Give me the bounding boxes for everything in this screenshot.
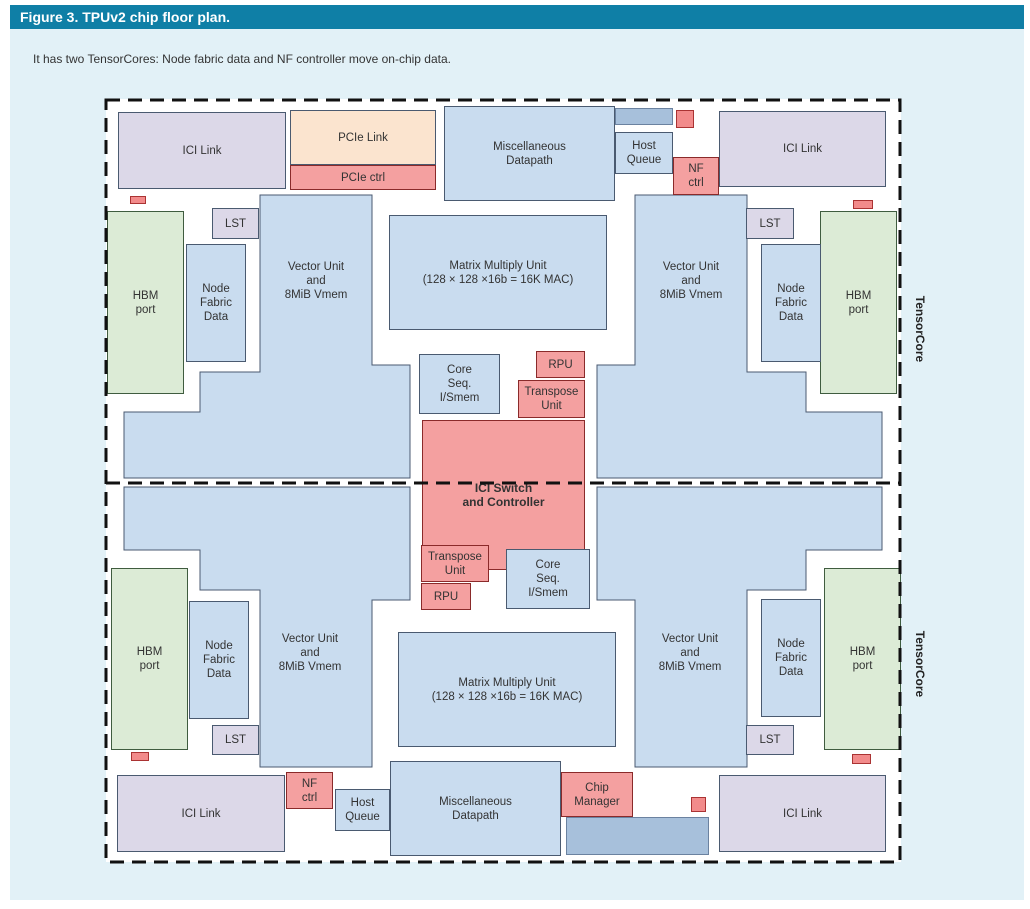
rpu-bottom: RPU (421, 583, 471, 610)
small-block (853, 200, 873, 209)
misc-datapath-bottom: Miscellaneous Datapath (390, 761, 561, 856)
vector-unit-bottom-left: Vector Unit and 8MiB Vmem (278, 633, 342, 673)
node-fabric-data-top-right: Node Fabric Data (761, 244, 821, 362)
lst-bottom-left: LST (212, 725, 259, 755)
nf-ctrl-bottom: NF ctrl (286, 772, 333, 809)
host-queue-top: Host Queue (615, 132, 673, 174)
steel-block-top (615, 108, 673, 125)
core-seq-bottom: Core Seq. I/Smem (506, 549, 590, 609)
vector-unit-bottom-right: Vector Unit and 8MiB Vmem (658, 633, 722, 673)
lst-top-left: LST (212, 208, 259, 239)
ici-link-top-left: ICI Link (118, 112, 286, 189)
figure-caption: It has two TensorCores: Node fabric data… (33, 52, 451, 66)
host-queue-bottom: Host Queue (335, 789, 390, 831)
misc-datapath-top: Miscellaneous Datapath (444, 106, 615, 201)
pcie-link: PCIe Link (290, 110, 436, 165)
matrix-multiply-unit-top: Matrix Multiply Unit (128 × 128 ×16b = 1… (389, 215, 607, 330)
hbm-port-bottom-left: HBM port (111, 568, 188, 750)
lst-top-right: LST (746, 208, 794, 239)
small-block (131, 752, 149, 761)
tensorcore-label-bottom: TensorCore (913, 630, 927, 698)
nf-ctrl-top: NF ctrl (673, 157, 719, 195)
hbm-port-bottom-right: HBM port (824, 568, 901, 750)
ici-link-bottom-right: ICI Link (719, 775, 886, 852)
vector-unit-top-right: Vector Unit and 8MiB Vmem (659, 261, 723, 301)
ici-link-top-right: ICI Link (719, 111, 886, 187)
small-block (676, 110, 694, 128)
steel-block-bottom (566, 817, 709, 855)
node-fabric-data-bottom-left: Node Fabric Data (189, 601, 249, 719)
tensorcore-label-top: TensorCore (913, 295, 927, 363)
small-block (691, 797, 706, 812)
figure-title: Figure 3. TPUv2 chip floor plan. (10, 5, 1024, 29)
transpose-unit-top: Transpose Unit (518, 380, 585, 418)
hbm-port-top-right: HBM port (820, 211, 897, 394)
rpu-top: RPU (536, 351, 585, 378)
small-block (130, 196, 146, 204)
node-fabric-data-top-left: Node Fabric Data (186, 244, 246, 362)
pcie-ctrl: PCIe ctrl (290, 165, 436, 190)
vector-unit-top-left: Vector Unit and 8MiB Vmem (284, 261, 348, 301)
node-fabric-data-bottom-right: Node Fabric Data (761, 599, 821, 717)
chip-manager: Chip Manager (561, 772, 633, 817)
matrix-multiply-unit-bottom: Matrix Multiply Unit (128 × 128 ×16b = 1… (398, 632, 616, 747)
hbm-port-top-left: HBM port (107, 211, 184, 394)
core-seq-top: Core Seq. I/Smem (419, 354, 500, 414)
ici-link-bottom-left: ICI Link (117, 775, 285, 852)
transpose-unit-bottom: Transpose Unit (421, 545, 489, 582)
small-block (852, 754, 871, 764)
lst-bottom-right: LST (746, 725, 794, 755)
